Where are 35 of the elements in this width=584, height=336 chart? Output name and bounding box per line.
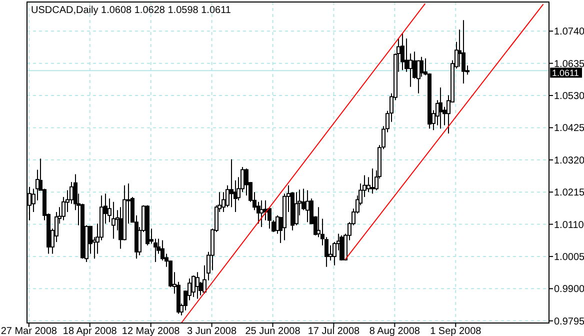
candlestick xyxy=(438,87,442,130)
candlestick xyxy=(404,38,408,72)
candlestick xyxy=(408,53,412,88)
y-tick-label: 1.0425 xyxy=(554,123,584,134)
ref-line-label: 1.0611 xyxy=(552,68,579,78)
chart-title: USDCAD,Daily 1.0608 1.0628 1.0598 1.0611 xyxy=(31,5,232,16)
x-tick-label: 3 Jun 2008 xyxy=(187,326,237,336)
candlestick xyxy=(230,158,234,208)
x-tick-label: 8 Aug 2008 xyxy=(369,326,420,336)
y-tick-label: 1.0005 xyxy=(554,252,584,263)
x-tick-label: 27 Mar 2008 xyxy=(0,326,58,336)
y-tick-label: 1.0110 xyxy=(554,220,584,231)
x-tick-label: 25 Jun 2008 xyxy=(245,326,301,336)
x-tick-label: 17 Jul 2008 xyxy=(308,326,360,336)
candlestick xyxy=(196,272,200,300)
candlestick xyxy=(192,274,196,298)
candlestick xyxy=(370,168,374,194)
candlestick xyxy=(462,20,466,84)
candlestick xyxy=(340,234,344,261)
candlestick xyxy=(400,33,404,71)
y-tick-label: 1.0635 xyxy=(554,58,584,70)
candlestick xyxy=(306,190,310,223)
candlestick xyxy=(420,56,424,78)
y-tick-label: 1.0740 xyxy=(554,26,584,38)
x-tick-label: 1 Sep 2008 xyxy=(430,326,482,336)
candlestick xyxy=(294,192,298,226)
y-tick-label: 0.9900 xyxy=(554,284,584,296)
y-tick-label: 1.0320 xyxy=(554,155,584,166)
y-tick-label: 1.0215 xyxy=(554,188,584,199)
y-tick-label: 0.9795 xyxy=(554,316,584,328)
y-tick-label: 1.0530 xyxy=(554,91,584,102)
candlestick xyxy=(260,200,264,228)
x-tick-label: 18 Apr 2008 xyxy=(62,326,118,336)
candlestick xyxy=(112,201,116,240)
x-tick-label: 12 May 2008 xyxy=(122,326,180,336)
